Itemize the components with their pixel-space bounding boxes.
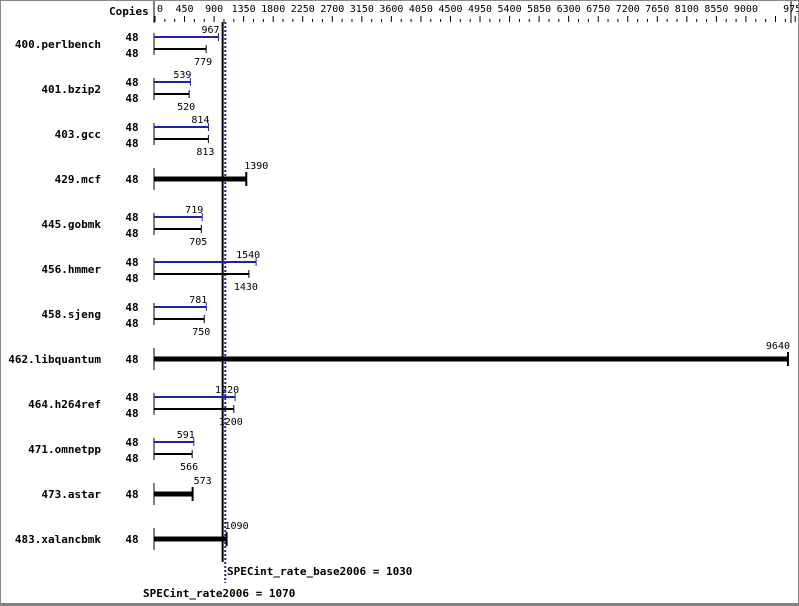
peak-value-label: 719	[185, 205, 203, 216]
base-value-label: 573	[194, 476, 212, 487]
tick-label: 9750	[783, 4, 798, 15]
benchmark-label: 471.omnetpp	[28, 443, 101, 456]
copies-header: Copies	[109, 5, 149, 18]
peak-value-label: 539	[173, 70, 191, 81]
benchmark-label: 464.h264ref	[28, 398, 101, 411]
copies-peak: 48	[125, 436, 138, 449]
tick-label: 1800	[261, 4, 285, 15]
copies-peak: 48	[125, 121, 138, 134]
copies-peak: 48	[125, 256, 138, 269]
copies-peak: 48	[125, 301, 138, 314]
tick-label: 2700	[320, 4, 344, 15]
base-metric-label: SPECint_rate_base2006 = 1030	[227, 565, 412, 578]
benchmark-label: 483.xalancbmk	[15, 533, 101, 546]
tick-label: 4950	[468, 4, 492, 15]
copies-base: 48	[125, 137, 138, 150]
tick-label: 7200	[616, 4, 640, 15]
tick-label: 6750	[586, 4, 610, 15]
tick-label: 8100	[675, 4, 699, 15]
copies-base: 48	[125, 92, 138, 105]
copies-base: 48	[125, 173, 138, 186]
copies-base: 48	[125, 47, 138, 60]
benchmark-label: 429.mcf	[55, 173, 101, 186]
tick-label: 5400	[498, 4, 522, 15]
copies-peak: 48	[125, 31, 138, 44]
benchmark-label: 401.bzip2	[41, 83, 101, 96]
base-value-label: 779	[194, 57, 212, 68]
tick-label: 4050	[409, 4, 433, 15]
tick-label: 0	[157, 4, 163, 15]
tick-label: 4500	[438, 4, 462, 15]
tick-label: 7650	[645, 4, 669, 15]
copies-base: 48	[125, 452, 138, 465]
tick-label: 3150	[350, 4, 374, 15]
copies-base: 48	[125, 533, 138, 546]
tick-label: 8550	[704, 4, 728, 15]
base-value-label: 1430	[234, 282, 258, 293]
tick-label: 2250	[291, 4, 315, 15]
base-value-label: 1200	[219, 417, 243, 428]
peak-metric-label: SPECint_rate2006 = 1070	[143, 587, 295, 600]
benchmark-label: 462.libquantum	[8, 353, 101, 366]
base-value-label: 9640	[766, 341, 790, 352]
copies-peak: 48	[125, 211, 138, 224]
peak-value-label: 814	[191, 115, 209, 126]
peak-value-label: 781	[189, 295, 207, 306]
tick-label: 450	[176, 4, 194, 15]
base-value-label: 813	[196, 147, 214, 158]
base-value-label: 1090	[225, 521, 249, 532]
copies-base: 48	[125, 407, 138, 420]
benchmark-label: 473.astar	[41, 488, 101, 501]
peak-value-label: 1220	[215, 385, 239, 396]
copies-base: 48	[125, 227, 138, 240]
tick-label: 6300	[557, 4, 581, 15]
peak-value-label: 967	[201, 25, 219, 36]
base-value-label: 750	[192, 327, 210, 338]
tick-label: 3600	[379, 4, 403, 15]
copies-base: 48	[125, 317, 138, 330]
tick-label: 9000	[734, 4, 758, 15]
tick-label: 5850	[527, 4, 551, 15]
benchmark-label: 458.sjeng	[41, 308, 101, 321]
base-value-label: 566	[180, 462, 198, 473]
copies-base: 48	[125, 353, 138, 366]
copies-peak: 48	[125, 391, 138, 404]
copies-peak: 48	[125, 76, 138, 89]
benchmark-label: 445.gobmk	[41, 218, 101, 231]
peak-value-label: 1540	[236, 250, 260, 261]
tick-label: 1350	[232, 4, 256, 15]
copies-base: 48	[125, 272, 138, 285]
base-value-label: 520	[177, 102, 195, 113]
benchmark-label: 400.perlbench	[15, 38, 101, 51]
base-value-label: 705	[189, 237, 207, 248]
tick-label: 900	[205, 4, 223, 15]
base-value-label: 1390	[244, 161, 268, 172]
peak-value-label: 591	[177, 430, 195, 441]
benchmark-label: 456.hmmer	[41, 263, 101, 276]
benchmark-label: 403.gcc	[55, 128, 101, 141]
copies-base: 48	[125, 488, 138, 501]
